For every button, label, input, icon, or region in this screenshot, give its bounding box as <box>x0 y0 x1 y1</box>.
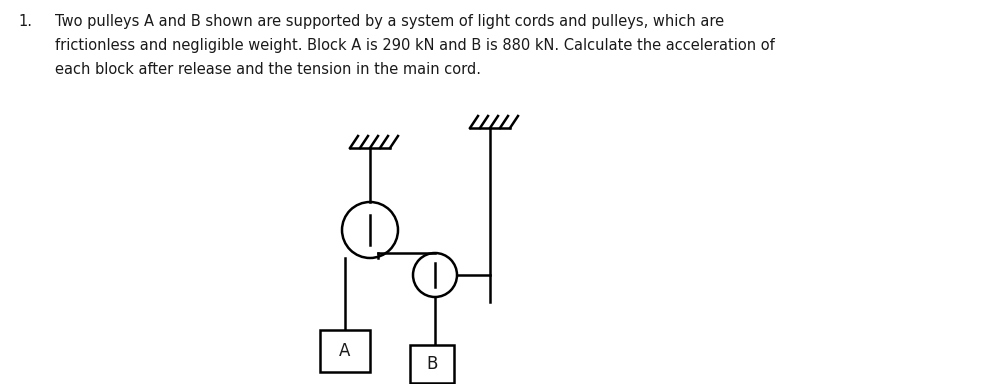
Text: A: A <box>339 342 351 360</box>
Bar <box>410 345 454 383</box>
Bar <box>320 330 370 372</box>
Text: frictionless and negligible weight. Block A is 290 kN and B is 880 kN. Calculate: frictionless and negligible weight. Bloc… <box>55 38 775 53</box>
Text: 1.: 1. <box>18 14 32 29</box>
Text: each block after release and the tension in the main cord.: each block after release and the tension… <box>55 62 481 77</box>
Text: B: B <box>427 355 437 373</box>
Text: Two pulleys A and B shown are supported by a system of light cords and pulleys, : Two pulleys A and B shown are supported … <box>55 14 724 29</box>
